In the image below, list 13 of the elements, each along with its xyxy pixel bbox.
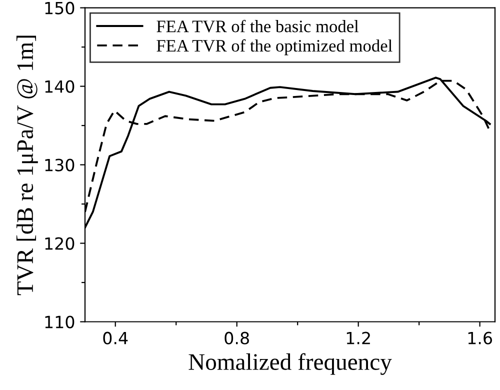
x-tick-label: 1.2 xyxy=(346,332,370,344)
x-tick-label: 0.8 xyxy=(224,332,249,344)
y-tick-label: 110 xyxy=(45,316,74,328)
y-tick-label: 140 xyxy=(45,80,74,93)
y-tick-label: 130 xyxy=(45,158,74,172)
y-tick-label: 120 xyxy=(45,237,74,250)
y-axis-title: TVR [dB re 1μPa/V @ 1m] xyxy=(16,36,38,296)
y-tick-label: 150 xyxy=(45,2,74,14)
x-axis-title: Nomalized frequency xyxy=(188,353,392,375)
legend-label: FEA TVR of the optimized model xyxy=(156,39,392,56)
x-tick-label: 1.6 xyxy=(468,332,492,344)
x-tick-label: 0.4 xyxy=(103,332,128,344)
legend-label: FEA TVR of the basic model xyxy=(156,20,359,32)
